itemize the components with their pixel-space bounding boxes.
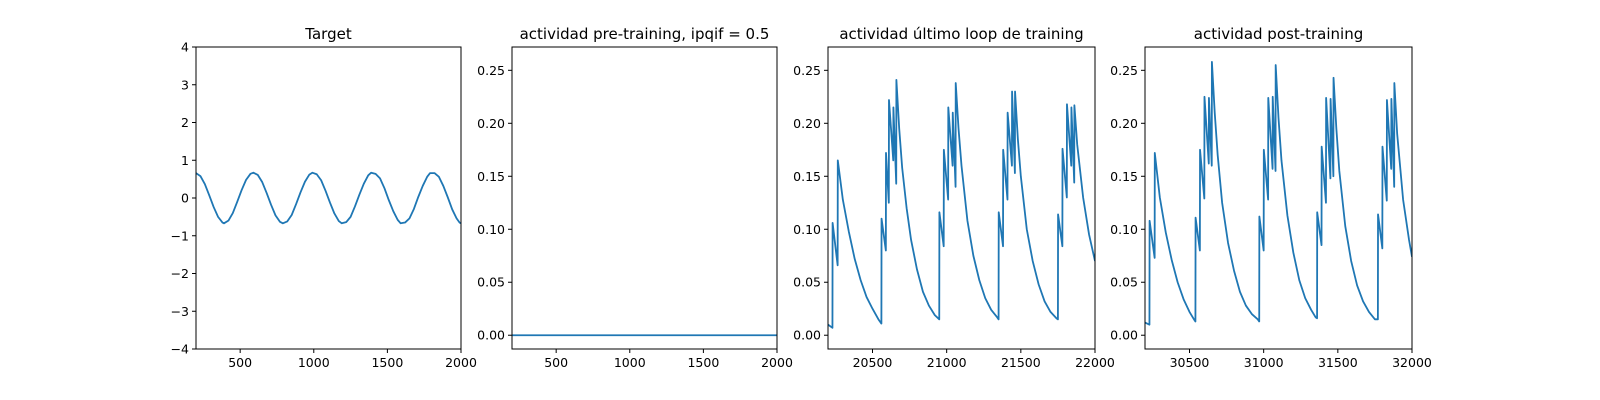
- panel-title: Target: [304, 25, 352, 43]
- y-tick-label: 0.00: [1110, 328, 1138, 343]
- x-tick-label: 32000: [1392, 355, 1432, 370]
- panel-1: Target 500 1000 1500 2000 −4 −3 −2 −1 0 1 2 3 4: [171, 25, 477, 370]
- y-tick-label: 0.25: [793, 63, 821, 78]
- x-tick-label: 31500: [1318, 355, 1358, 370]
- x-tick-label: 500: [544, 355, 568, 370]
- y-tick-label: 2: [181, 115, 189, 130]
- x-tick-label: 22000: [1075, 355, 1115, 370]
- series-line-4-1: [1145, 60, 1412, 326]
- y-tick-label: 0.20: [793, 116, 821, 131]
- panel-title: actividad pre-training, ipqif = 0.5: [520, 25, 770, 43]
- y-tick-label: 4: [181, 40, 189, 55]
- y-tick-label: 0.25: [1110, 63, 1138, 78]
- y-tick-label: 1: [181, 153, 189, 168]
- panel-2: actividad pre-training, ipqif = 0.5 500 10…: [477, 25, 793, 370]
- x-tick-label: 1000: [298, 355, 330, 370]
- y-tick-label: 0.15: [793, 169, 821, 184]
- y-tick-label: 0.15: [477, 169, 505, 184]
- y-tick-label: 0.05: [477, 275, 505, 290]
- axes-frame: [1144, 46, 1413, 350]
- axes-frame: [511, 46, 778, 350]
- y-tick-label: 0.05: [1110, 275, 1138, 290]
- y-tick-label: 0.25: [477, 63, 505, 78]
- x-tick-label: 31000: [1244, 355, 1284, 370]
- y-tick-label: −3: [171, 304, 189, 319]
- panel-title: actividad post-training: [1194, 25, 1363, 43]
- x-tick-label: 20500: [853, 355, 893, 370]
- y-tick-label: −2: [171, 266, 189, 281]
- x-tick-label: 1000: [614, 355, 646, 370]
- x-tick-label: 500: [228, 355, 252, 370]
- y-tick-label: −4: [171, 342, 189, 357]
- y-tick-label: 3: [181, 77, 189, 92]
- y-tick-label: 0.10: [793, 222, 821, 237]
- x-tick-label: 1500: [371, 355, 403, 370]
- y-tick-label: 0.05: [793, 275, 821, 290]
- y-tick-label: 0: [181, 191, 189, 206]
- panel-title: actividad último loop de training: [839, 25, 1083, 43]
- panel-4: actividad post-training 30500 31000 31500 32…: [1110, 25, 1432, 370]
- x-tick-label: 21500: [1001, 355, 1041, 370]
- figure-panels: Target 500 1000 1500 2000 −4 −3 −2 −1 0 1 2 3 4 activi…: [171, 25, 1432, 370]
- panel-3: actividad último loop de training 20500 21…: [793, 25, 1115, 370]
- y-tick-label: 0.20: [1110, 116, 1138, 131]
- y-tick-label: 0.10: [1110, 222, 1138, 237]
- axes-frame: [827, 46, 1096, 350]
- x-tick-label: 2000: [761, 355, 793, 370]
- y-tick-label: −1: [171, 228, 189, 243]
- x-tick-label: 21000: [927, 355, 967, 370]
- x-tick-label: 30500: [1170, 355, 1210, 370]
- series-line-1-1: [196, 171, 461, 225]
- x-tick-label: 2000: [445, 355, 477, 370]
- y-tick-label: 0.20: [477, 116, 505, 131]
- y-tick-label: 0.00: [477, 328, 505, 343]
- x-tick-label: 1500: [687, 355, 719, 370]
- y-tick-label: 0.15: [1110, 169, 1138, 184]
- y-tick-label: 0.00: [793, 328, 821, 343]
- y-tick-label: 0.10: [477, 222, 505, 237]
- series-line-3-1: [828, 78, 1095, 329]
